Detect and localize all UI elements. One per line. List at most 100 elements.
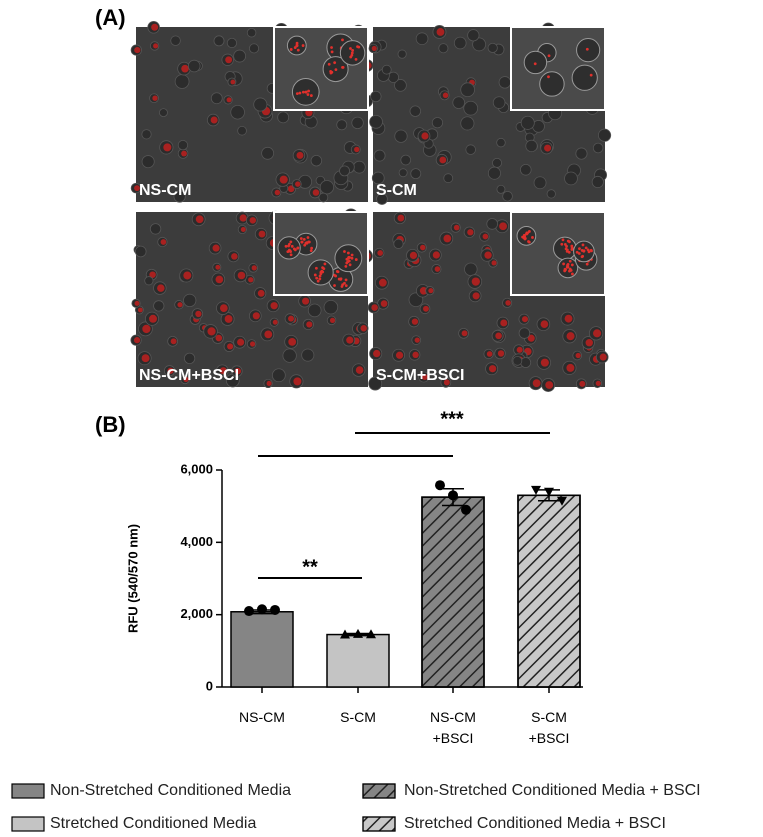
stain [486,351,493,357]
stain [482,233,489,240]
stain [215,334,223,342]
stain [183,376,189,382]
inset-stain [580,249,584,252]
inset-stain [562,262,565,266]
cell [465,144,476,155]
inset-stain [296,48,300,52]
stain [134,46,141,54]
stain [412,351,419,359]
cell [464,262,478,277]
cell [153,300,165,312]
cell [381,64,392,75]
inset-stain [341,38,344,42]
stain [167,367,174,374]
stain [540,358,549,367]
cell [170,35,181,46]
cell [467,29,480,42]
stain [380,300,388,307]
inset-stain [300,240,304,244]
stain [432,251,440,259]
inset-stain [575,250,579,254]
inset-stain [533,62,537,66]
cell [318,192,329,203]
stain [495,332,502,340]
inset-stain [566,263,570,266]
data-point [557,496,567,506]
stain [346,336,354,344]
stain [434,266,441,272]
stain [419,287,428,295]
micrograph: NS-CM+BSCI [130,208,373,389]
cell [520,115,535,130]
stain [252,312,260,320]
stain [287,185,295,193]
cell [546,189,556,199]
stain [234,367,242,375]
stain [270,302,278,310]
inset-stain [295,92,299,95]
stain [397,214,405,222]
stain [215,264,221,270]
stain [461,330,468,337]
stain [499,222,507,231]
inset-stain [302,237,306,241]
significance-label: ** [302,556,318,578]
inset-stain [330,46,333,49]
image-label: S-CM [376,182,417,199]
data-point [340,629,350,639]
cell [183,352,196,365]
stain [371,304,378,311]
inset-stain [566,248,569,252]
inset-stain [344,278,348,282]
stain [545,381,554,389]
cell [323,299,339,315]
stain [471,277,480,286]
inset-stain [571,272,574,276]
stain [250,341,256,347]
legend-swatch [11,783,45,799]
inset-stain [561,238,565,242]
inset-cell [571,64,598,91]
stain [414,337,420,343]
stain [312,189,320,196]
inset-stain [290,244,294,248]
stain [420,244,426,251]
stain [151,23,159,31]
inset-stain [299,237,303,240]
cell [487,166,501,180]
cell [598,128,612,142]
stain [593,329,602,338]
stain [134,300,140,306]
inset-stain [350,51,354,55]
cell [246,27,257,38]
stain [306,321,313,328]
cell [472,37,487,52]
stain [215,275,224,284]
cell [310,154,323,167]
inset-stain [343,281,346,285]
stain [257,289,265,297]
inset-stain [350,53,354,57]
stain [142,324,151,334]
cell [253,97,268,112]
panel-label: (B) [95,412,126,437]
micrograph: S-CM [368,22,612,205]
stain [240,227,246,232]
cell [370,90,382,103]
data-point [448,490,458,501]
inset-stain [347,259,351,263]
stain [153,43,159,49]
inset-stain [319,271,323,274]
cell [351,116,364,130]
inset-stain [345,257,349,261]
cell [237,125,247,136]
cell [409,105,422,117]
stain [266,380,272,386]
inset-stain [344,264,348,268]
y-axis-label: RFU (540/570 nm) [125,524,140,633]
cell [487,42,498,53]
stain [220,304,228,313]
inset-cell [277,236,301,260]
inset-stain [564,268,567,272]
cell [301,348,315,362]
